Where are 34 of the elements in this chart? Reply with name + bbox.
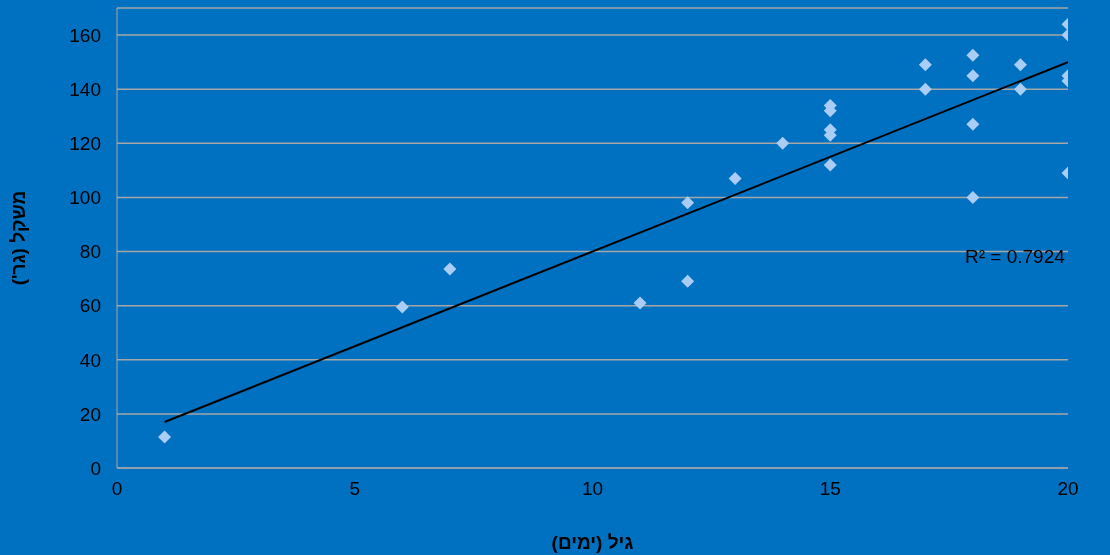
point: [681, 196, 695, 210]
y-tick-label: 160: [69, 24, 101, 46]
point: [443, 262, 457, 276]
point: [966, 117, 980, 131]
point: [395, 300, 409, 314]
y-tick-label: 40: [79, 349, 101, 371]
x-tick-label: 15: [819, 478, 841, 500]
point: [158, 430, 172, 444]
annotation: R² = 0.7924: [965, 246, 1065, 268]
point: [966, 48, 980, 62]
y-axis-title: משקל (גר'): [7, 190, 29, 286]
point: [823, 158, 837, 172]
y-tick-label: 100: [69, 187, 101, 209]
y-tick-label: 60: [79, 295, 101, 317]
point: [633, 296, 647, 310]
y-tick-label: 20: [79, 403, 101, 425]
x-axis-title: גיל (ימים): [551, 532, 634, 553]
point: [918, 82, 932, 96]
point: [966, 69, 980, 83]
x-tick-label: 0: [111, 478, 123, 500]
point: [776, 136, 790, 150]
point: [918, 58, 932, 72]
point: [728, 171, 742, 185]
y-tick-label: 0: [90, 457, 101, 479]
y-tick-label: 140: [69, 78, 101, 100]
x-tick-label: 5: [349, 478, 361, 500]
point: [681, 274, 695, 288]
x-tick-label: 20: [1057, 478, 1079, 500]
point: [966, 190, 980, 204]
y-tick-label: 120: [69, 133, 101, 155]
point: [1013, 82, 1027, 96]
x-tick-label: 10: [581, 478, 604, 500]
y-tick-label: 80: [79, 241, 101, 263]
point: [1013, 58, 1027, 72]
